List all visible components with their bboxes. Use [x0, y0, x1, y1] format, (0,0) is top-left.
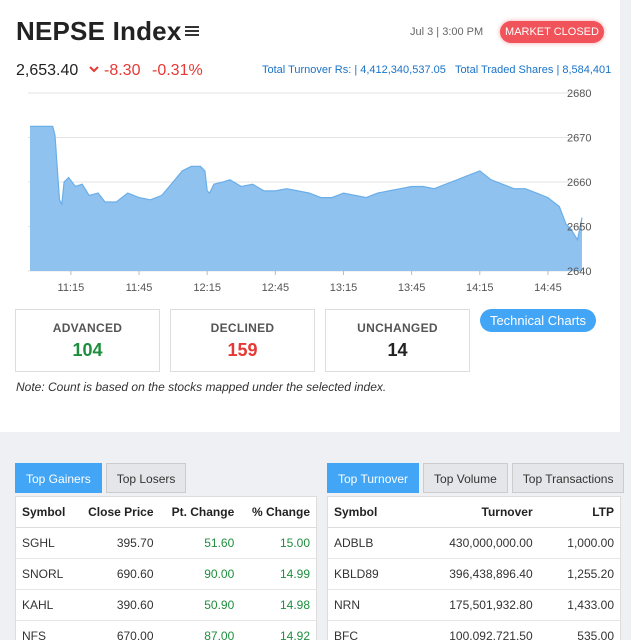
- y-tick-label: 2670: [567, 133, 591, 145]
- market-date: Jul 3 | 3:00 PM: [410, 26, 484, 38]
- table-cell[interactable]: NFS: [16, 620, 76, 640]
- x-tick-label: 13:15: [330, 282, 358, 294]
- table-cell: 1,433.00: [538, 589, 620, 621]
- percent-change: -0.31%: [152, 62, 203, 79]
- unchanged-count: 14: [387, 340, 408, 360]
- table-cell: 14.92: [240, 620, 316, 640]
- tab-top-transactions[interactable]: Top Transactions: [511, 463, 625, 493]
- chevron-down-icon: [89, 66, 99, 73]
- col-pt-change[interactable]: Pt. Change: [159, 497, 241, 528]
- gainers-table: Symbol Close Price Pt. Change % Change S…: [15, 496, 317, 640]
- declined-count: 159: [227, 340, 258, 360]
- index-area: [30, 126, 582, 272]
- y-tick-label: 2650: [567, 222, 591, 234]
- table-header-row: Symbol Turnover LTP: [328, 497, 620, 528]
- y-tick-label: 2660: [567, 177, 591, 189]
- table-cell[interactable]: BFC: [328, 620, 407, 640]
- col-ltp[interactable]: LTP: [538, 497, 620, 528]
- point-change: -8.30: [104, 62, 141, 79]
- tab-top-turnover[interactable]: Top Turnover: [327, 463, 420, 493]
- y-tick-label: 2680: [567, 88, 591, 100]
- index-chart[interactable]: 2640 2650 2660 2670 2680 11:15 11:45 12:15 12:4…: [0, 85, 620, 300]
- x-tick-label: 14:15: [466, 282, 494, 294]
- market-status-badge: MARKET CLOSED: [500, 21, 604, 43]
- table-cell[interactable]: KAHL: [16, 589, 76, 621]
- table-cell: 430,000,000.00: [406, 527, 539, 559]
- table-row[interactable]: BFC 100,092,721.50 535.00: [328, 620, 620, 640]
- table-cell[interactable]: ADBLB: [328, 527, 407, 559]
- table-cell: 100,092,721.50: [406, 620, 539, 640]
- index-note: Note: Count is based on the stocks mappe…: [16, 380, 387, 394]
- table-cell: 670.00: [75, 620, 160, 640]
- declined-label: DECLINED: [210, 321, 275, 335]
- menu-icon[interactable]: [185, 26, 199, 38]
- table-row[interactable]: KAHL 390.60 50.90 14.98: [16, 589, 316, 621]
- table-cell[interactable]: NRN: [328, 589, 407, 621]
- col-close-price[interactable]: Close Price: [75, 497, 160, 528]
- table-cell[interactable]: KBLD89: [328, 558, 407, 590]
- table-cell: 51.60: [159, 527, 241, 559]
- table-cell: 535.00: [538, 620, 620, 640]
- tab-top-gainers[interactable]: Top Gainers: [15, 463, 102, 493]
- table-cell: 690.60: [75, 558, 160, 590]
- table-cell: 14.99: [240, 558, 316, 590]
- table-cell[interactable]: SGHL: [16, 527, 76, 559]
- page-title: NEPSE Index: [16, 16, 182, 46]
- unchanged-label: UNCHANGED: [357, 321, 438, 335]
- advanced-box: ADVANCED 104: [15, 309, 160, 372]
- table-cell: 395.70: [75, 527, 160, 559]
- unchanged-box: UNCHANGED 14: [325, 309, 470, 372]
- x-tick-label: 11:45: [126, 282, 153, 294]
- index-panel: NEPSE Index Jul 3 | 3:00 PM MARKET CLOSE…: [0, 0, 620, 432]
- col-symbol[interactable]: Symbol: [328, 497, 407, 528]
- table-row[interactable]: ADBLB 430,000,000.00 1,000.00: [328, 527, 620, 559]
- table-cell: 87.00: [159, 620, 241, 640]
- table-cell: 1,255.20: [538, 558, 620, 590]
- table-row[interactable]: KBLD89 396,438,896.40 1,255.20: [328, 558, 620, 590]
- declined-box: DECLINED 159: [170, 309, 315, 372]
- table-row[interactable]: SNORL 690.60 90.00 14.99: [16, 558, 316, 590]
- table-cell: 390.60: [75, 589, 160, 621]
- y-tick-label: 2640: [567, 266, 591, 278]
- advanced-label: ADVANCED: [52, 321, 123, 335]
- x-tick-label: 12:45: [262, 282, 290, 294]
- index-line: [30, 125, 583, 242]
- turnover-table: Symbol Turnover LTP ADBLB 430,000,000.00 1…: [327, 496, 621, 640]
- total-turnover[interactable]: Total Turnover Rs: | 4,412,340,537.05: [262, 64, 446, 76]
- table-cell: 50.90: [159, 589, 241, 621]
- table-row[interactable]: NFS 670.00 87.00 14.92: [16, 620, 316, 640]
- x-tick-label: 11:15: [58, 282, 85, 294]
- turnover-summary: Total Turnover Rs: | 4,412,340,537.05 To…: [262, 64, 611, 76]
- turnover-tabs: Top Turnover Top Volume Top Transactions: [327, 463, 628, 493]
- table-header-row: Symbol Close Price Pt. Change % Change: [16, 497, 316, 528]
- technical-charts-button[interactable]: Technical Charts: [480, 309, 596, 332]
- table-cell[interactable]: SNORL: [16, 558, 76, 590]
- table-cell: 14.98: [240, 589, 316, 621]
- table-cell: 90.00: [159, 558, 241, 590]
- advanced-count: 104: [72, 340, 103, 360]
- table-row[interactable]: NRN 175,501,932.80 1,433.00: [328, 589, 620, 621]
- col-pct-change[interactable]: % Change: [240, 497, 316, 528]
- table-cell: 15.00: [240, 527, 316, 559]
- table-cell: 175,501,932.80: [406, 589, 539, 621]
- x-tick-label: 13:45: [398, 282, 426, 294]
- col-symbol[interactable]: Symbol: [16, 497, 76, 528]
- tab-top-losers[interactable]: Top Losers: [105, 463, 187, 493]
- table-cell: 1,000.00: [538, 527, 620, 559]
- col-turnover[interactable]: Turnover: [406, 497, 539, 528]
- gainers-tabs: Top Gainers Top Losers: [15, 463, 190, 493]
- index-value: 2,653.40: [16, 62, 79, 79]
- x-tick-label: 14:45: [534, 282, 562, 294]
- x-tick-label: 12:15: [193, 282, 221, 294]
- table-cell: 396,438,896.40: [406, 558, 539, 590]
- tab-top-volume[interactable]: Top Volume: [423, 463, 508, 493]
- total-traded-shares[interactable]: Total Traded Shares | 8,584,401: [454, 64, 612, 76]
- table-row[interactable]: SGHL 395.70 51.60 15.00: [16, 527, 316, 559]
